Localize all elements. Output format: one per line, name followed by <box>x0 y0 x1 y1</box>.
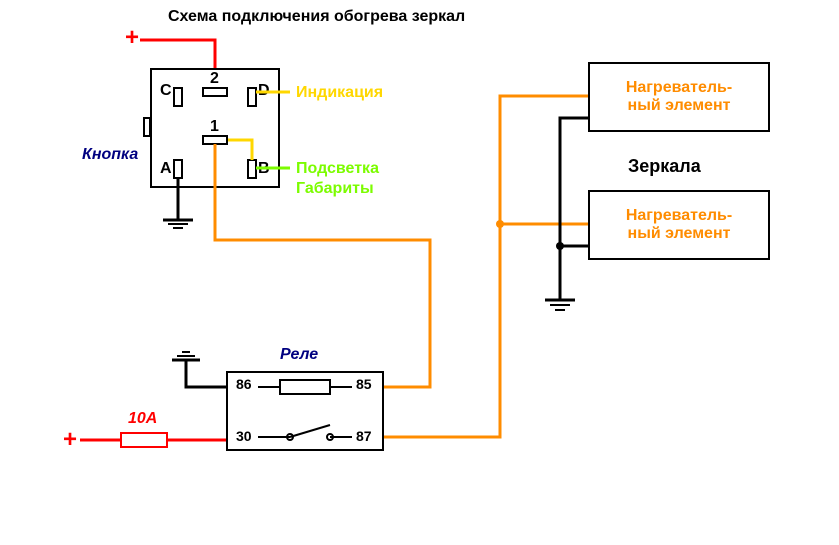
plus-top: + <box>125 24 139 52</box>
button-side-contact <box>143 117 151 137</box>
pin-30: 30 <box>236 428 252 444</box>
pin-b: B <box>258 160 270 178</box>
indication-label: Индикация <box>296 84 383 102</box>
heater2-line1: Нагреватель- <box>626 207 732 224</box>
heater2-line2: ный элемент <box>628 225 731 242</box>
mirrors-label: Зеркала <box>628 156 701 177</box>
pin-86: 86 <box>236 376 252 392</box>
heater1-line2: ный элемент <box>628 97 731 114</box>
pin-a: A <box>160 160 172 178</box>
plus-bottom: + <box>63 426 77 454</box>
fuse-label: 10A <box>128 410 157 428</box>
heater1-line1: Нагреватель- <box>626 79 732 96</box>
pin-c: C <box>160 82 172 100</box>
fuse-rect <box>120 432 168 448</box>
pin-85: 85 <box>356 376 372 392</box>
pin-1: 1 <box>210 118 219 136</box>
pin-2: 2 <box>210 70 219 88</box>
pin-87: 87 <box>356 428 372 444</box>
heater-box-2: Нагреватель- ный элемент <box>588 190 770 260</box>
diagram-title: Схема подключения обогрева зеркал <box>168 8 465 26</box>
relay-label: Реле <box>280 346 318 364</box>
pin-d: D <box>258 82 270 100</box>
backlight-label-1: Подсветка <box>296 160 379 178</box>
backlight-label-2: Габариты <box>296 180 374 198</box>
button-label: Кнопка <box>82 146 138 164</box>
heater-box-1: Нагреватель- ный элемент <box>588 62 770 132</box>
